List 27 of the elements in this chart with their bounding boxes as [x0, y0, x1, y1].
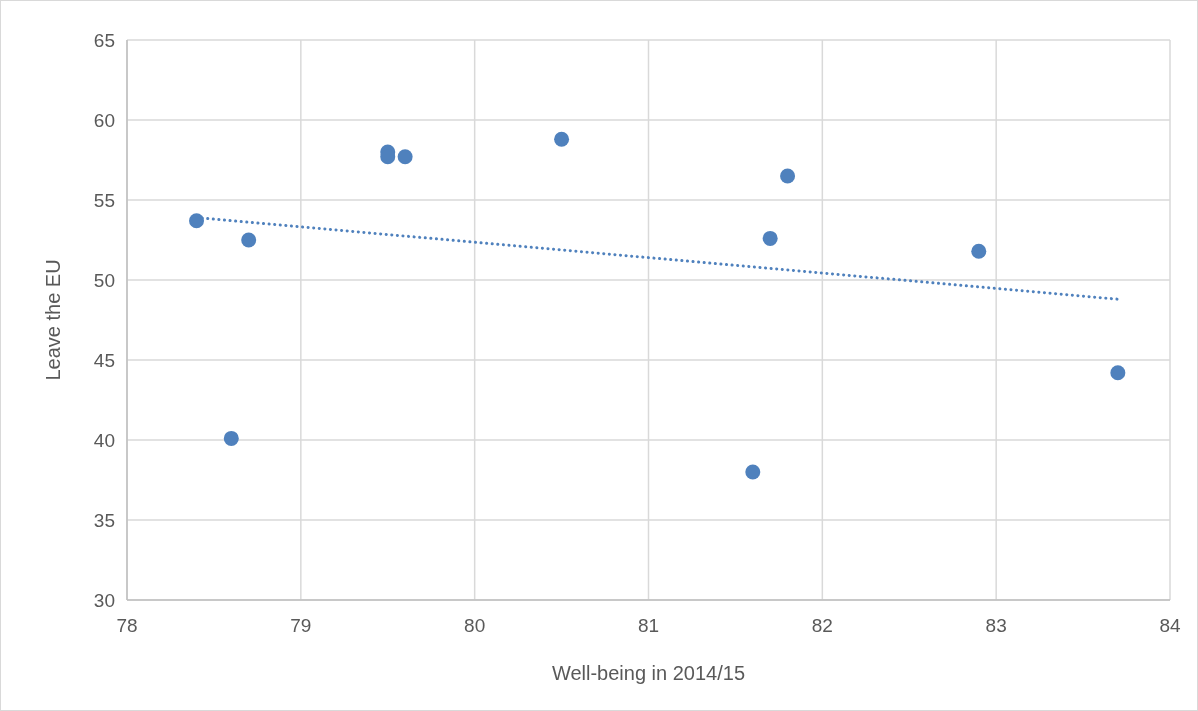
x-tick-label: 81	[637, 615, 660, 636]
y-tick-label: 35	[93, 509, 115, 531]
point	[780, 168, 796, 184]
x-axis-title: Well-being in 2014/15	[551, 662, 746, 684]
point	[189, 213, 205, 229]
y-tick-label: 30	[93, 589, 115, 611]
y-tick-label: 40	[93, 429, 115, 451]
x-tick-label: 80	[464, 615, 486, 636]
y-tick-label: 45	[93, 349, 115, 371]
point	[1110, 365, 1126, 381]
point	[554, 131, 570, 147]
point	[745, 464, 761, 480]
point	[971, 243, 987, 259]
point	[762, 230, 778, 246]
point	[223, 430, 239, 446]
x-tick-label: 78	[116, 615, 138, 636]
point	[241, 232, 257, 248]
y-axis-title: Leave the EU	[42, 259, 64, 381]
point	[397, 149, 413, 165]
y-tick-label: 65	[93, 29, 115, 51]
x-tick-label: 79	[290, 615, 312, 636]
x-tick-label: 84	[1159, 615, 1181, 636]
y-tick-label: 50	[93, 269, 115, 291]
x-tick-label: 83	[985, 615, 1007, 636]
x-tick-label: 82	[811, 615, 833, 636]
y-tick-label: 55	[93, 189, 115, 211]
y-tick-label: 60	[93, 109, 115, 131]
